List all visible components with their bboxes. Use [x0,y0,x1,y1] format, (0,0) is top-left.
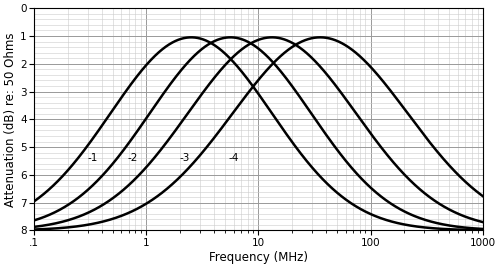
Text: -1: -1 [87,153,98,163]
X-axis label: Frequency (MHz): Frequency (MHz) [209,251,308,264]
Text: -3: -3 [180,153,190,163]
Text: -2: -2 [127,153,138,163]
Y-axis label: Attenuation (dB) re: 50 Ohms: Attenuation (dB) re: 50 Ohms [4,32,17,207]
Text: -4: -4 [228,153,239,163]
